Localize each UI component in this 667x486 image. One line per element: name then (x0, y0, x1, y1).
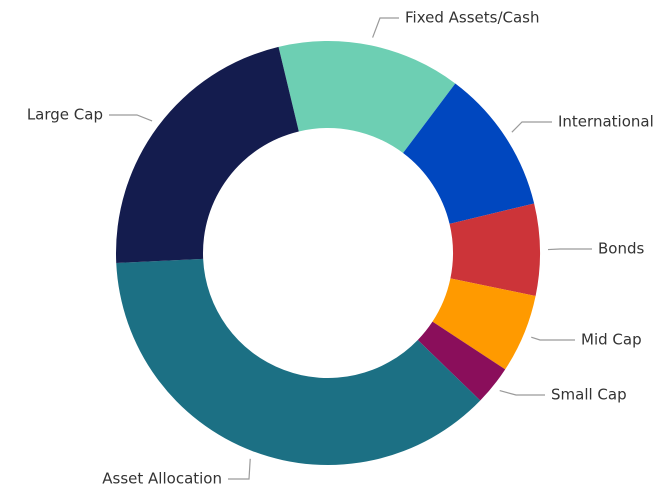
leader-line (109, 114, 153, 122)
donut-slice (278, 41, 456, 154)
leader-line (499, 389, 545, 396)
donut-slice (432, 278, 536, 370)
donut-slice (116, 46, 299, 263)
slice-label: International (558, 113, 654, 131)
slice-label: Fixed Assets/Cash (405, 9, 540, 27)
leader-line (547, 248, 592, 251)
slice-label: Bonds (598, 240, 644, 258)
slice-label: Small Cap (551, 386, 627, 404)
donut-slice (403, 83, 535, 224)
leader-line (511, 121, 552, 133)
donut-slice (116, 258, 481, 466)
slice-label: Asset Allocation (102, 470, 222, 486)
leader-line (531, 336, 575, 341)
leader-line (372, 17, 399, 38)
donut-slice (417, 321, 506, 401)
leader-line (228, 458, 251, 480)
slice-label: Mid Cap (581, 331, 642, 349)
donut-slice (449, 203, 540, 296)
slice-label: Large Cap (27, 106, 103, 124)
